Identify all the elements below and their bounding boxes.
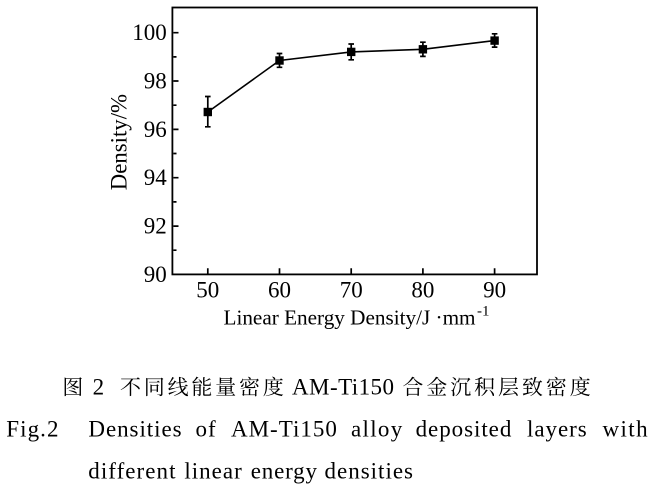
svg-text:92: 92 <box>144 214 167 239</box>
svg-text:energy: energy <box>251 459 318 484</box>
svg-text:different: different <box>88 459 176 484</box>
svg-text:90: 90 <box>144 262 167 287</box>
svg-text:layers: layers <box>527 417 588 442</box>
svg-text:50: 50 <box>196 277 219 302</box>
svg-text:alloy: alloy <box>351 417 404 442</box>
svg-text:90: 90 <box>483 277 506 302</box>
svg-text:AM-Ti150: AM-Ti150 <box>231 417 338 442</box>
svg-text:AM-Ti150: AM-Ti150 <box>292 375 394 400</box>
svg-text:100: 100 <box>132 20 167 45</box>
svg-text:with: with <box>603 417 650 442</box>
svg-text:80: 80 <box>411 277 434 302</box>
svg-text:2: 2 <box>93 375 105 400</box>
svg-text:deposited: deposited <box>416 417 513 442</box>
svg-text:Linear Energy Density/J ·mm: Linear Energy Density/J ·mm <box>224 306 477 330</box>
svg-text:Fig.2: Fig.2 <box>6 417 59 442</box>
svg-text:94: 94 <box>144 165 168 190</box>
svg-text:Density/%: Density/% <box>107 94 132 190</box>
svg-text:Densities: Densities <box>88 417 182 442</box>
svg-text:of: of <box>196 417 217 442</box>
svg-text:60: 60 <box>268 277 291 302</box>
svg-text:-1: -1 <box>477 304 490 320</box>
svg-text:96: 96 <box>144 117 167 142</box>
svg-text:98: 98 <box>144 69 167 94</box>
svg-text:densities: densities <box>325 459 415 484</box>
svg-text:linear: linear <box>184 459 242 484</box>
svg-text:70: 70 <box>340 277 363 302</box>
